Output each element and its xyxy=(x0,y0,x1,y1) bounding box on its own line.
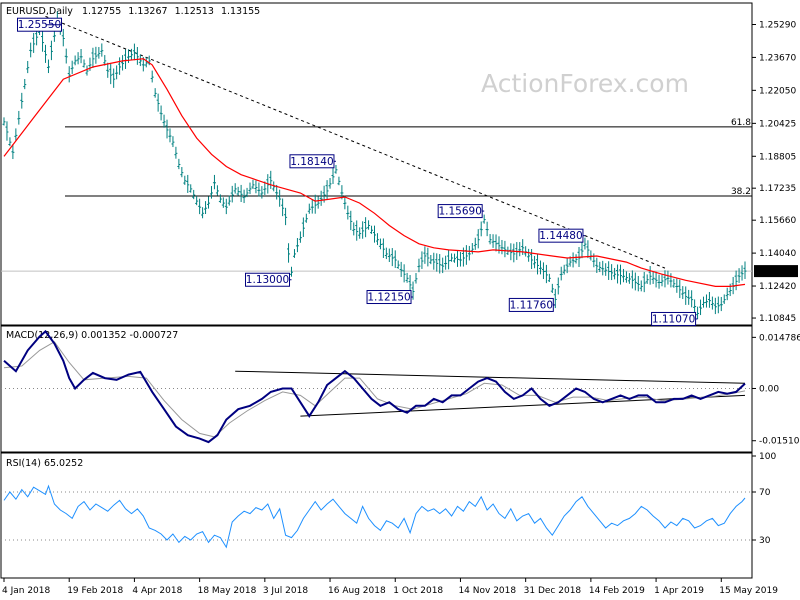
x-axis-label: 4 Apr 2018 xyxy=(132,586,182,596)
macd-axis-label: 0.014786 xyxy=(759,333,800,343)
x-axis-label: 15 May 2019 xyxy=(719,586,778,596)
price-axis-label: 1.18805 xyxy=(759,152,796,162)
macd-line xyxy=(3,329,746,444)
series-lines xyxy=(2,11,747,549)
price-axis-label: 1.20425 xyxy=(759,119,796,129)
x-axis-label: 4 Jan 2018 xyxy=(2,586,50,596)
price-axis-label: 1.12420 xyxy=(759,282,796,292)
price-axis-label: 1.10845 xyxy=(759,314,796,324)
price-label-1.11760: 1.11760 xyxy=(510,299,553,311)
x-axis-label: 19 Feb 2018 xyxy=(67,586,123,596)
rsi-header: RSI(14) 65.0252 xyxy=(6,458,83,469)
price-axis-label: 1.17235 xyxy=(759,184,796,194)
price-label-1.18140: 1.18140 xyxy=(290,156,333,168)
ohlc-high: 1.13267 xyxy=(128,6,167,17)
x-axis-label: 1 Apr 2019 xyxy=(654,586,704,596)
rsi-axis-label: 100 xyxy=(759,452,776,462)
last-price-tag-box xyxy=(754,265,798,278)
price-label-1.25550: 1.25550 xyxy=(18,19,61,31)
price-axis-label: 1.15660 xyxy=(759,216,796,226)
ohlc-low: 1.12513 xyxy=(175,6,214,17)
macd-trendline-0 xyxy=(235,370,746,384)
ohlc-close: 1.13155 xyxy=(221,6,260,17)
macd-header: MACD(12,26,9) 0.001352 -0.000727 xyxy=(6,330,178,341)
price-axis-label: 1.23670 xyxy=(759,53,796,63)
price-axis-label: 1.25290 xyxy=(759,20,796,30)
price-label-1.12150: 1.12150 xyxy=(367,292,410,304)
price-label-1.13000: 1.13000 xyxy=(246,274,289,286)
price-axis-label: 1.22050 xyxy=(759,86,796,96)
macd-axis-label: 0.00 xyxy=(759,384,779,394)
price-label-1.11070: 1.11070 xyxy=(652,313,695,325)
watermark: ActionForex.com xyxy=(481,69,689,98)
price-label-box xyxy=(508,297,554,312)
macd-axis-label: -0.015107 xyxy=(759,437,800,447)
x-axis-label: 14 Nov 2018 xyxy=(458,586,516,596)
price-label-1.14480: 1.14480 xyxy=(539,230,582,242)
price-annotations: 1.25550 1.18140 1.13000 1.15690 1.12150 1.144… xyxy=(16,17,698,326)
price-panel-frame xyxy=(0,2,753,326)
rsi-panel-frame xyxy=(0,452,753,579)
guide-lines: 61.8 38.2 xyxy=(1,15,752,541)
axis-labels: 1.25290 1.23670 1.22050 1.20425 1.18805 1.172… xyxy=(2,20,800,596)
macd-trendline-1 xyxy=(300,394,746,417)
symbol-label: EURUSD,Daily xyxy=(6,6,73,17)
last-price-tag: 1.13155 xyxy=(757,268,794,278)
x-axis-label: 16 Aug 2018 xyxy=(328,586,386,596)
fib-level-label-1: 38.2 xyxy=(731,187,751,197)
macd-signal-line xyxy=(3,341,746,438)
ohlc-open: 1.12755 xyxy=(82,6,121,17)
rsi-axis-label: 30 xyxy=(759,536,771,546)
price-label-box xyxy=(16,17,62,32)
rsi-line xyxy=(3,484,746,549)
x-axis-label: 31 Dec 2018 xyxy=(524,586,582,596)
x-axis-label: 3 Jul 2018 xyxy=(263,586,308,596)
moving-average-line xyxy=(3,58,746,287)
x-axis-label: 1 Oct 2018 xyxy=(393,586,443,596)
x-axis-label: 14 Feb 2019 xyxy=(589,586,645,596)
x-axis-label: 18 May 2018 xyxy=(198,586,257,596)
price-axis-label: 1.14040 xyxy=(759,249,796,259)
price-label-1.15690: 1.15690 xyxy=(438,206,481,218)
rsi-axis-label: 70 xyxy=(759,488,771,498)
price-header: EURUSD,Daily 1.12755 1.13267 1.12513 1.1… xyxy=(6,6,260,17)
macd-panel-frame xyxy=(0,325,753,453)
fib-level-label-0: 61.8 xyxy=(731,118,751,128)
